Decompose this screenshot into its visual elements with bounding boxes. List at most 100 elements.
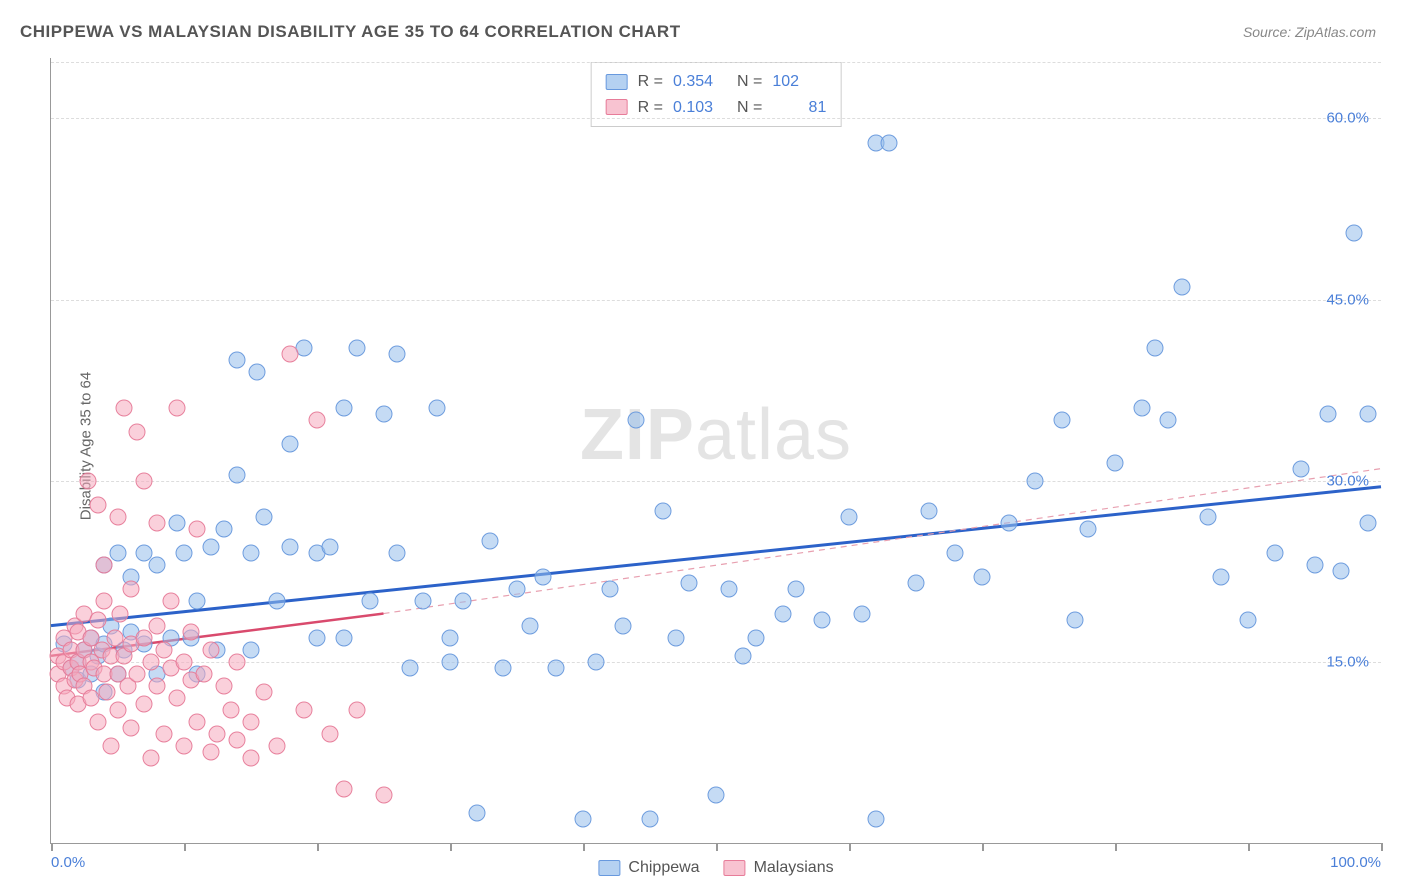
scatter-point-malaysians	[106, 629, 123, 646]
scatter-point-malaysians	[89, 496, 106, 513]
scatter-point-malaysians	[102, 738, 119, 755]
scatter-point-chippewa	[468, 804, 485, 821]
x-tick	[317, 843, 319, 851]
scatter-point-chippewa	[1107, 454, 1124, 471]
scatter-point-chippewa	[282, 539, 299, 556]
scatter-point-chippewa	[249, 364, 266, 381]
scatter-point-malaysians	[149, 514, 166, 531]
scatter-point-chippewa	[841, 508, 858, 525]
n-label: N =	[737, 95, 762, 121]
scatter-point-chippewa	[974, 569, 991, 586]
gridline	[51, 118, 1381, 119]
legend-row-chippewa: R = 0.354 N = 102	[606, 69, 827, 95]
y-tick-label: 30.0%	[1326, 472, 1369, 489]
scatter-point-chippewa	[455, 593, 472, 610]
scatter-point-chippewa	[907, 575, 924, 592]
scatter-point-malaysians	[80, 472, 97, 489]
scatter-point-malaysians	[129, 665, 146, 682]
scatter-point-chippewa	[654, 502, 671, 519]
scatter-point-chippewa	[242, 641, 259, 658]
gridline	[51, 662, 1381, 663]
scatter-point-chippewa	[734, 647, 751, 664]
scatter-point-malaysians	[189, 521, 206, 538]
chart-container: CHIPPEWA VS MALAYSIAN DISABILITY AGE 35 …	[0, 0, 1406, 892]
scatter-point-chippewa	[668, 629, 685, 646]
x-tick-label: 100.0%	[1330, 854, 1381, 871]
scatter-point-chippewa	[388, 345, 405, 362]
scatter-point-malaysians	[82, 690, 99, 707]
scatter-point-chippewa	[442, 653, 459, 670]
scatter-point-malaysians	[112, 605, 129, 622]
scatter-point-chippewa	[614, 617, 631, 634]
scatter-point-chippewa	[588, 653, 605, 670]
scatter-point-malaysians	[182, 623, 199, 640]
scatter-point-chippewa	[1133, 400, 1150, 417]
scatter-point-chippewa	[1053, 412, 1070, 429]
r-value-malaysians: 0.103	[673, 95, 727, 121]
scatter-point-malaysians	[136, 472, 153, 489]
scatter-point-chippewa	[854, 605, 871, 622]
scatter-point-malaysians	[375, 786, 392, 803]
scatter-point-chippewa	[309, 629, 326, 646]
scatter-point-chippewa	[641, 810, 658, 827]
x-tick	[849, 843, 851, 851]
scatter-point-malaysians	[222, 702, 239, 719]
scatter-point-chippewa	[335, 629, 352, 646]
scatter-point-chippewa	[1240, 611, 1257, 628]
scatter-point-malaysians	[122, 720, 139, 737]
x-tick	[1381, 843, 1383, 851]
scatter-point-chippewa	[1080, 521, 1097, 538]
x-tick	[583, 843, 585, 851]
scatter-point-malaysians	[136, 629, 153, 646]
scatter-point-chippewa	[1319, 406, 1336, 423]
x-tick	[1248, 843, 1250, 851]
scatter-point-chippewa	[1359, 514, 1376, 531]
scatter-point-chippewa	[169, 514, 186, 531]
gridline	[51, 481, 1381, 482]
scatter-point-chippewa	[229, 351, 246, 368]
scatter-point-malaysians	[202, 744, 219, 761]
scatter-point-malaysians	[195, 665, 212, 682]
scatter-point-chippewa	[681, 575, 698, 592]
y-tick-label: 45.0%	[1326, 291, 1369, 308]
n-value-malaysians: 81	[772, 95, 826, 121]
r-label: R =	[638, 69, 663, 95]
scatter-point-malaysians	[242, 750, 259, 767]
scatter-point-chippewa	[348, 339, 365, 356]
scatter-point-malaysians	[295, 702, 312, 719]
scatter-point-malaysians	[122, 581, 139, 598]
plot-area: ZIPatlas R = 0.354 N = 102 R = 0.103 N =…	[50, 58, 1381, 844]
scatter-point-chippewa	[1160, 412, 1177, 429]
scatter-point-chippewa	[1027, 472, 1044, 489]
y-tick-label: 60.0%	[1326, 110, 1369, 127]
x-tick	[1115, 843, 1117, 851]
scatter-point-chippewa	[787, 581, 804, 598]
gridline	[51, 300, 1381, 301]
scatter-point-malaysians	[149, 617, 166, 634]
scatter-point-chippewa	[202, 539, 219, 556]
source-attribution: Source: ZipAtlas.com	[1243, 24, 1376, 40]
scatter-point-chippewa	[628, 412, 645, 429]
scatter-point-chippewa	[375, 406, 392, 423]
scatter-point-malaysians	[129, 424, 146, 441]
scatter-point-chippewa	[1067, 611, 1084, 628]
scatter-point-chippewa	[920, 502, 937, 519]
legend-label: Malaysians	[754, 859, 834, 877]
scatter-point-chippewa	[508, 581, 525, 598]
x-tick-label: 0.0%	[51, 854, 85, 871]
scatter-point-chippewa	[362, 593, 379, 610]
scatter-point-malaysians	[96, 557, 113, 574]
scatter-point-chippewa	[521, 617, 538, 634]
scatter-point-chippewa	[215, 521, 232, 538]
legend-label: Chippewa	[628, 859, 699, 877]
scatter-point-chippewa	[1293, 460, 1310, 477]
scatter-point-malaysians	[209, 726, 226, 743]
scatter-point-malaysians	[348, 702, 365, 719]
scatter-point-chippewa	[1306, 557, 1323, 574]
scatter-point-chippewa	[1200, 508, 1217, 525]
scatter-point-chippewa	[149, 557, 166, 574]
x-tick	[982, 843, 984, 851]
scatter-point-chippewa	[255, 508, 272, 525]
scatter-point-malaysians	[162, 593, 179, 610]
gridline	[51, 62, 1381, 63]
